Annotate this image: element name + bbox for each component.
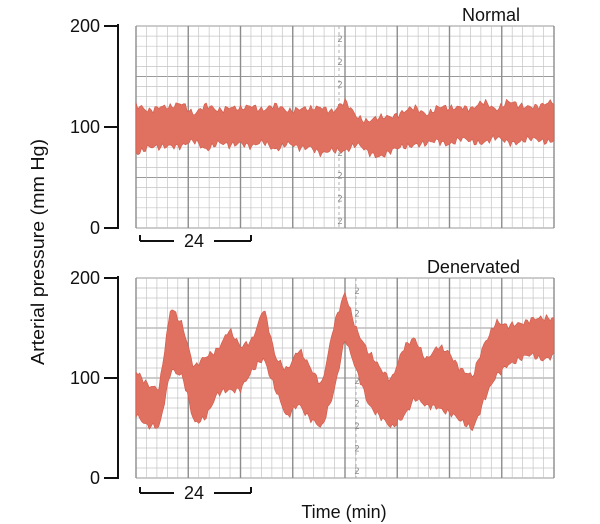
y-tick-label: 200 xyxy=(70,268,100,288)
marker-glyph: 2 xyxy=(354,422,359,432)
scale-bar-normal: 24 xyxy=(139,231,252,251)
pressure-band xyxy=(135,292,555,432)
panel-title-denervated: Denervated xyxy=(427,257,520,277)
panel-title-normal: Normal xyxy=(462,5,520,25)
marker-glyph: 2 xyxy=(354,445,359,455)
y-axis-title: Arterial pressure (mm Hg) xyxy=(28,139,48,365)
marker-glyph: 2 xyxy=(337,149,342,159)
pressure-band xyxy=(135,98,555,159)
axis-denervated: 0 100 200 xyxy=(70,268,119,488)
marker-glyph: 2 xyxy=(354,310,359,320)
y-tick-label: 200 xyxy=(70,16,100,36)
scale-bar-denervated: 24 xyxy=(139,483,252,503)
trace-normal xyxy=(135,98,555,159)
scale-bar-label: 24 xyxy=(184,231,204,251)
marker-glyph: 2 xyxy=(337,172,342,182)
trace-denervated xyxy=(135,292,555,432)
marker-glyph: 2 xyxy=(337,217,342,227)
marker-glyph: 2 xyxy=(337,58,342,68)
y-tick-label: 100 xyxy=(70,368,100,388)
y-tick-label: 0 xyxy=(90,218,100,238)
marker-glyph: 2 xyxy=(354,400,359,410)
marker-glyph: 2 xyxy=(337,194,342,204)
marker-glyph: 2 xyxy=(354,377,359,387)
marker-glyph: 2 xyxy=(337,81,342,91)
x-axis-title: Time (min) xyxy=(301,502,386,522)
marker-glyph: 2 xyxy=(354,467,359,477)
y-tick-label: 100 xyxy=(70,117,100,137)
marker-glyph: 2 xyxy=(354,287,359,297)
axis-normal: 0 100 200 xyxy=(70,16,119,238)
y-tick-label: 0 xyxy=(90,468,100,488)
marker-glyph: 2 xyxy=(337,35,342,45)
scale-bar-label: 24 xyxy=(184,483,204,503)
